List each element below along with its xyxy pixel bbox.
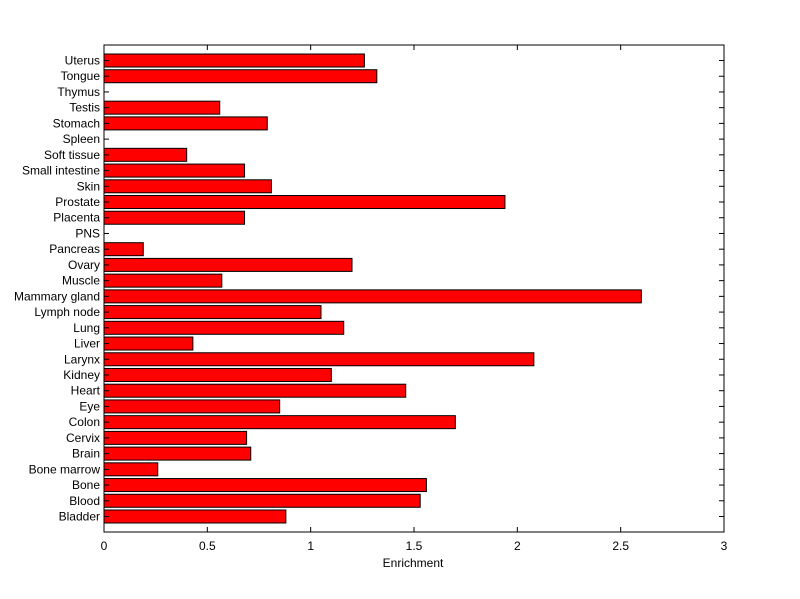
bar-bone-marrow <box>103 462 159 477</box>
bar-muscle <box>103 273 223 288</box>
y-tick-label: Liver <box>74 337 100 351</box>
y-tick-label: Tongue <box>61 69 101 83</box>
y-tick-label: Placenta <box>53 211 100 225</box>
y-tick-label: Pancreas <box>49 242 100 256</box>
bar-larynx <box>103 352 535 367</box>
y-tick-label: Bone marrow <box>29 462 101 476</box>
y-tick-label: Lymph node <box>34 305 100 319</box>
bar-liver <box>103 336 194 351</box>
x-tick-label: 2 <box>514 539 521 553</box>
bar-lung <box>103 320 345 335</box>
y-tick-label: Soft tissue <box>44 148 100 162</box>
y-tick-label: Ovary <box>68 258 100 272</box>
bar-pancreas <box>103 242 144 257</box>
x-tick-label: 1.5 <box>406 539 423 553</box>
bar-uterus <box>103 53 365 68</box>
x-tick-label: 0 <box>101 539 108 553</box>
bar-kidney <box>103 367 332 382</box>
x-tick-label: 3 <box>721 539 728 553</box>
bar-ovary <box>103 257 353 272</box>
x-tick-label: 2.5 <box>612 539 629 553</box>
y-tick-label: Bladder <box>59 510 100 524</box>
bar-bone <box>103 478 427 493</box>
y-tick-label: Blood <box>69 494 100 508</box>
bar-skin <box>103 179 272 194</box>
bar-cervix <box>103 430 248 445</box>
x-tick-group: 0 0.5 1 1.5 2 2.5 3 <box>101 45 728 553</box>
bar-small-intestine <box>103 163 246 178</box>
bar-placenta <box>103 210 246 225</box>
y-tick-label: Thymus <box>57 85 100 99</box>
y-tick-label: Colon <box>69 415 100 429</box>
x-axis-label: Enrichment <box>383 556 444 570</box>
y-tick-label: Uterus <box>65 54 100 68</box>
y-tick-label: Kidney <box>63 368 100 382</box>
bar-brain <box>103 446 252 461</box>
y-tick-label: Mammary gland <box>14 289 100 303</box>
bar-mammary-gland <box>103 289 642 304</box>
bar-soft-tissue <box>103 147 188 162</box>
bar-lymph-node <box>103 305 322 320</box>
y-tick-label: Spleen <box>63 132 100 146</box>
bar-testis <box>103 100 221 115</box>
bar-tongue <box>103 69 378 84</box>
y-tick-label: Skin <box>77 179 100 193</box>
bar-bladder <box>103 509 287 524</box>
bar-eye <box>103 399 281 414</box>
y-tick-label: PNS <box>75 226 100 240</box>
bar-prostate <box>103 195 506 210</box>
x-tick-label: 0.5 <box>199 539 216 553</box>
y-tick-label: Bone <box>72 478 100 492</box>
y-tick-label: Lung <box>73 321 100 335</box>
y-tick-label: Eye <box>79 399 100 413</box>
bar-heart <box>103 383 407 398</box>
y-tick-label: Muscle <box>62 274 100 288</box>
y-tick-label: Larynx <box>64 352 100 366</box>
bar-colon <box>103 415 456 430</box>
y-tick-label: Testis <box>69 101 100 115</box>
bar-stomach <box>103 116 268 131</box>
y-tick-label: Brain <box>72 447 100 461</box>
y-tick-label: Small intestine <box>22 164 100 178</box>
y-tick-label: Stomach <box>53 116 100 130</box>
y-tick-label: Prostate <box>55 195 100 209</box>
x-tick-label: 1 <box>307 539 314 553</box>
y-tick-label: Cervix <box>66 431 100 445</box>
bar-blood <box>103 493 421 508</box>
y-tick-label: Heart <box>71 384 101 398</box>
plot-frame <box>103 44 725 533</box>
